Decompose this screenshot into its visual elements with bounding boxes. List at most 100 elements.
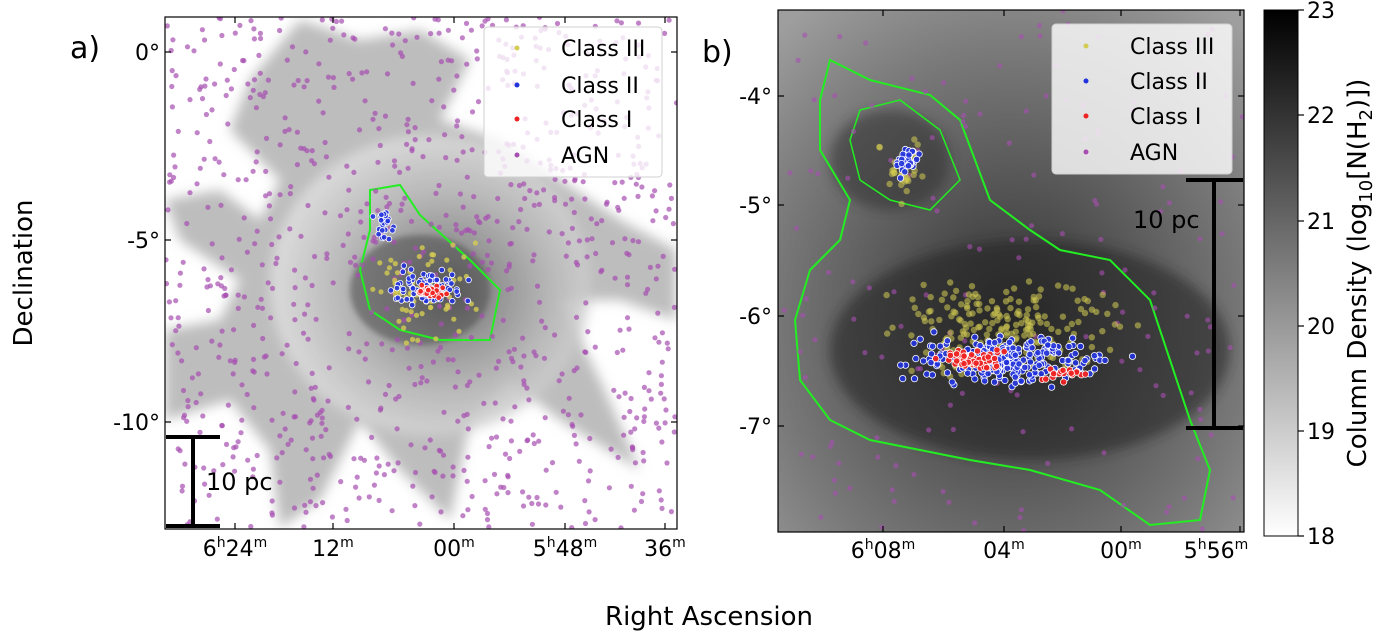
class-iii-point bbox=[419, 245, 425, 251]
agn-point bbox=[582, 520, 589, 527]
agn-point bbox=[175, 128, 181, 134]
agn-point bbox=[327, 37, 333, 43]
agn-point bbox=[576, 458, 582, 464]
agn-point bbox=[356, 127, 363, 133]
agn-point bbox=[292, 414, 299, 420]
agn-point bbox=[465, 507, 471, 513]
agn-point bbox=[1218, 199, 1224, 205]
agn-point bbox=[565, 240, 572, 246]
agn-point bbox=[668, 509, 675, 515]
agn-point bbox=[534, 494, 540, 501]
agn-point bbox=[997, 63, 1003, 69]
agn-point bbox=[465, 454, 471, 460]
agn-point bbox=[454, 157, 460, 163]
agn-point bbox=[352, 254, 358, 260]
class-iii-point bbox=[988, 298, 996, 305]
class-ii-point bbox=[1037, 370, 1045, 378]
agn-point bbox=[298, 145, 304, 151]
agn-point bbox=[479, 259, 485, 265]
legend-b-agn: AGN bbox=[1130, 141, 1178, 166]
agn-point bbox=[309, 370, 315, 376]
agn-point bbox=[225, 402, 231, 408]
agn-point bbox=[641, 458, 647, 464]
class-iii-point bbox=[1035, 314, 1042, 322]
agn-point bbox=[1137, 367, 1143, 373]
colorbar-tick-1: 19 bbox=[1307, 420, 1335, 445]
agn-point bbox=[656, 488, 662, 494]
agn-point bbox=[621, 195, 627, 201]
agn-point bbox=[484, 252, 490, 258]
agn-point bbox=[525, 437, 531, 443]
agn-point bbox=[639, 184, 645, 190]
agn-point bbox=[923, 292, 929, 298]
agn-point bbox=[1031, 172, 1037, 178]
agn-point bbox=[1195, 456, 1201, 462]
agn-point bbox=[663, 214, 669, 221]
agn-point bbox=[469, 109, 476, 115]
agn-point bbox=[1157, 208, 1164, 215]
agn-point bbox=[793, 225, 800, 231]
agn-point bbox=[667, 182, 673, 188]
agn-point bbox=[474, 56, 480, 62]
class-ii-point bbox=[1021, 363, 1029, 371]
agn-point bbox=[630, 238, 636, 244]
agn-point bbox=[292, 285, 298, 291]
agn-point bbox=[316, 61, 322, 67]
agn-point bbox=[455, 369, 461, 375]
class-iii-point bbox=[1003, 288, 1010, 296]
agn-point bbox=[320, 500, 326, 506]
agn-point bbox=[291, 505, 298, 511]
class-iii-point bbox=[1027, 326, 1034, 333]
agn-point bbox=[1021, 528, 1027, 532]
class-ii-point bbox=[912, 354, 920, 363]
class-iii-point bbox=[925, 308, 933, 315]
agn-point bbox=[862, 350, 868, 356]
agn-point bbox=[863, 40, 869, 46]
class-iii-point bbox=[1025, 278, 1033, 285]
agn-point bbox=[259, 305, 265, 311]
agn-point bbox=[218, 202, 224, 208]
agn-point bbox=[617, 327, 623, 333]
class-ii-point bbox=[1072, 359, 1080, 367]
agn-point bbox=[1006, 140, 1013, 146]
agn-point bbox=[812, 337, 818, 343]
agn-point bbox=[453, 222, 459, 228]
agn-point bbox=[171, 174, 177, 181]
agn-point bbox=[832, 490, 838, 496]
agn-point bbox=[510, 225, 516, 231]
class-ii-point bbox=[897, 160, 906, 168]
legend-a-marker-agn bbox=[514, 152, 520, 158]
class-iii-point bbox=[1069, 285, 1076, 292]
agn-point bbox=[358, 209, 364, 215]
class-iii-point bbox=[370, 286, 376, 292]
class-ii-point bbox=[1001, 376, 1009, 385]
agn-point bbox=[592, 344, 598, 350]
class-iii-point bbox=[976, 300, 983, 308]
agn-point bbox=[1207, 324, 1213, 330]
agn-point bbox=[542, 415, 548, 421]
agn-point bbox=[212, 156, 218, 162]
agn-point bbox=[521, 181, 527, 187]
agn-point bbox=[219, 255, 225, 261]
agn-point bbox=[500, 317, 506, 323]
agn-point bbox=[326, 174, 332, 180]
agn-point bbox=[230, 454, 236, 460]
agn-point bbox=[464, 478, 470, 484]
agn-point bbox=[294, 162, 300, 168]
agn-point bbox=[585, 329, 591, 335]
class-iii-point bbox=[944, 304, 951, 311]
agn-point bbox=[464, 382, 470, 389]
class-ii-point bbox=[380, 234, 388, 241]
agn-point bbox=[240, 57, 246, 64]
class-iii-point bbox=[914, 141, 921, 148]
agn-point bbox=[251, 369, 257, 375]
class-iii-point bbox=[429, 252, 435, 258]
agn-point bbox=[389, 347, 395, 353]
agn-point bbox=[165, 207, 171, 213]
agn-point bbox=[500, 416, 506, 422]
agn-point bbox=[454, 73, 460, 79]
agn-point bbox=[233, 444, 239, 450]
class-iii-point bbox=[968, 283, 976, 290]
legend-b-class-i: Class I bbox=[1130, 105, 1201, 130]
agn-point bbox=[1197, 406, 1203, 412]
